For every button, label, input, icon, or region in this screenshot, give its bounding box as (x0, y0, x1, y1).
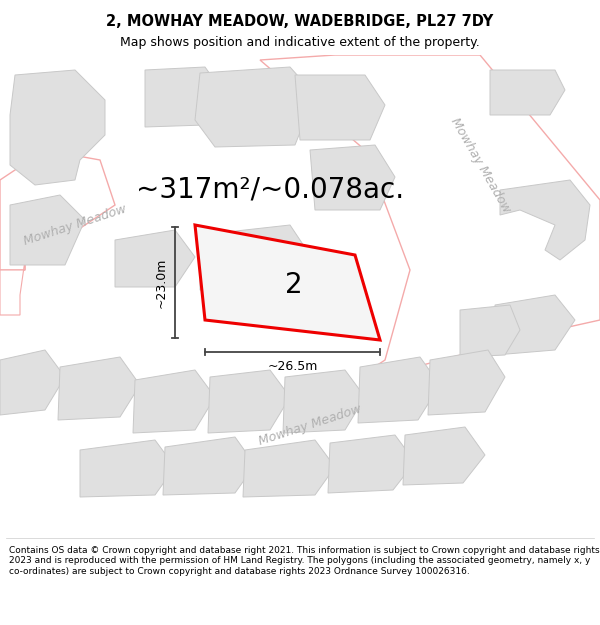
Text: Map shows position and indicative extent of the property.: Map shows position and indicative extent… (120, 36, 480, 49)
Polygon shape (80, 440, 175, 497)
Text: Mowhay Meadow: Mowhay Meadow (448, 115, 512, 215)
Text: ~26.5m: ~26.5m (268, 361, 317, 374)
Polygon shape (495, 295, 575, 355)
Polygon shape (200, 225, 310, 290)
Polygon shape (500, 180, 590, 260)
Polygon shape (133, 370, 215, 433)
Text: Mowhay Meadow: Mowhay Meadow (22, 202, 128, 248)
Text: ~23.0m: ~23.0m (155, 258, 167, 308)
Polygon shape (0, 150, 115, 270)
Polygon shape (0, 350, 65, 415)
Text: Mowhay Meadow: Mowhay Meadow (257, 402, 363, 448)
Polygon shape (328, 435, 415, 493)
Polygon shape (490, 70, 565, 115)
Polygon shape (403, 427, 485, 485)
Text: 2, MOWHAY MEADOW, WADEBRIDGE, PL27 7DY: 2, MOWHAY MEADOW, WADEBRIDGE, PL27 7DY (106, 14, 494, 29)
Text: ~317m²/~0.078ac.: ~317m²/~0.078ac. (136, 176, 404, 204)
Polygon shape (163, 437, 255, 495)
Polygon shape (0, 260, 25, 315)
Text: 2: 2 (285, 271, 302, 299)
Polygon shape (310, 145, 395, 210)
Polygon shape (195, 67, 315, 147)
Polygon shape (58, 357, 140, 420)
Polygon shape (358, 357, 440, 423)
Polygon shape (460, 305, 520, 357)
Polygon shape (295, 75, 385, 140)
Polygon shape (283, 370, 365, 433)
Polygon shape (145, 67, 225, 127)
Polygon shape (260, 55, 600, 375)
Polygon shape (243, 440, 335, 497)
Polygon shape (115, 230, 195, 287)
Polygon shape (195, 225, 380, 340)
Polygon shape (208, 370, 290, 433)
Polygon shape (10, 195, 85, 265)
Text: Contains OS data © Crown copyright and database right 2021. This information is : Contains OS data © Crown copyright and d… (9, 546, 599, 576)
Polygon shape (10, 70, 105, 185)
Polygon shape (428, 350, 505, 415)
